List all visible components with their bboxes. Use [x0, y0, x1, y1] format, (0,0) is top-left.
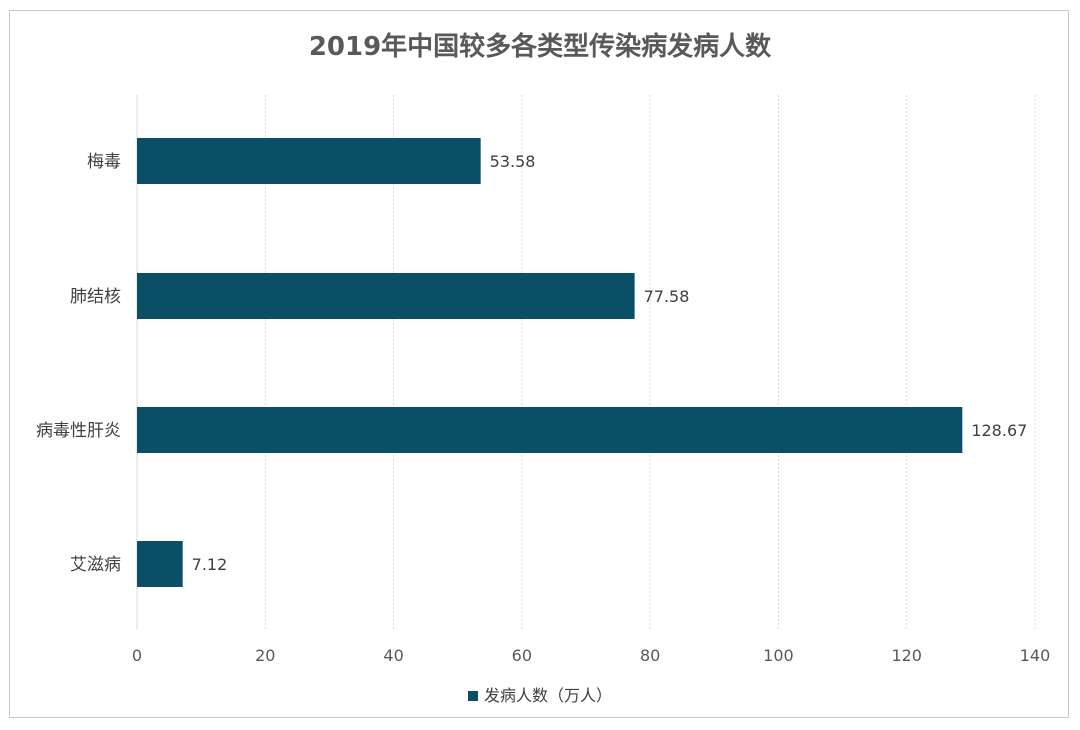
x-tick-label: 80: [640, 646, 660, 665]
grid-lines: [136, 95, 1036, 630]
data-label: 77.58: [644, 287, 690, 306]
bar-0: [137, 138, 481, 184]
data-label: 53.58: [490, 152, 536, 171]
bar-2: [137, 407, 963, 453]
data-label: 7.12: [192, 555, 228, 574]
bars: [137, 138, 963, 587]
category-label: 肺结核: [70, 287, 121, 307]
chart-frame: [9, 10, 1069, 718]
x-tick-label: 0: [132, 646, 142, 665]
category-label: 艾滋病: [70, 555, 121, 575]
bar-3: [137, 541, 183, 587]
chart-title: 2019年中国较多各类型传染病发病人数: [308, 32, 772, 62]
labels: 0 20 40 60 80 100 120 140 梅毒 53.58 肺结核 77.58 病毒性肝炎 12…: [36, 152, 1050, 665]
legend-swatch: [467, 691, 478, 701]
x-tick-label: 120: [891, 646, 922, 665]
bar-1: [137, 273, 635, 319]
category-label: 梅毒: [87, 152, 121, 172]
x-tick-label: 100: [763, 646, 794, 665]
data-label: 128.67: [971, 421, 1027, 440]
x-tick-label: 20: [255, 646, 275, 665]
x-tick-label: 140: [1020, 646, 1051, 665]
category-label: 病毒性肝炎: [36, 421, 121, 441]
legend-label: 发病人数（万人）: [483, 686, 612, 705]
x-tick-label: 60: [512, 646, 532, 665]
x-tick-label: 40: [383, 646, 403, 665]
legend: 发病人数（万人）: [0, 682, 1080, 706]
